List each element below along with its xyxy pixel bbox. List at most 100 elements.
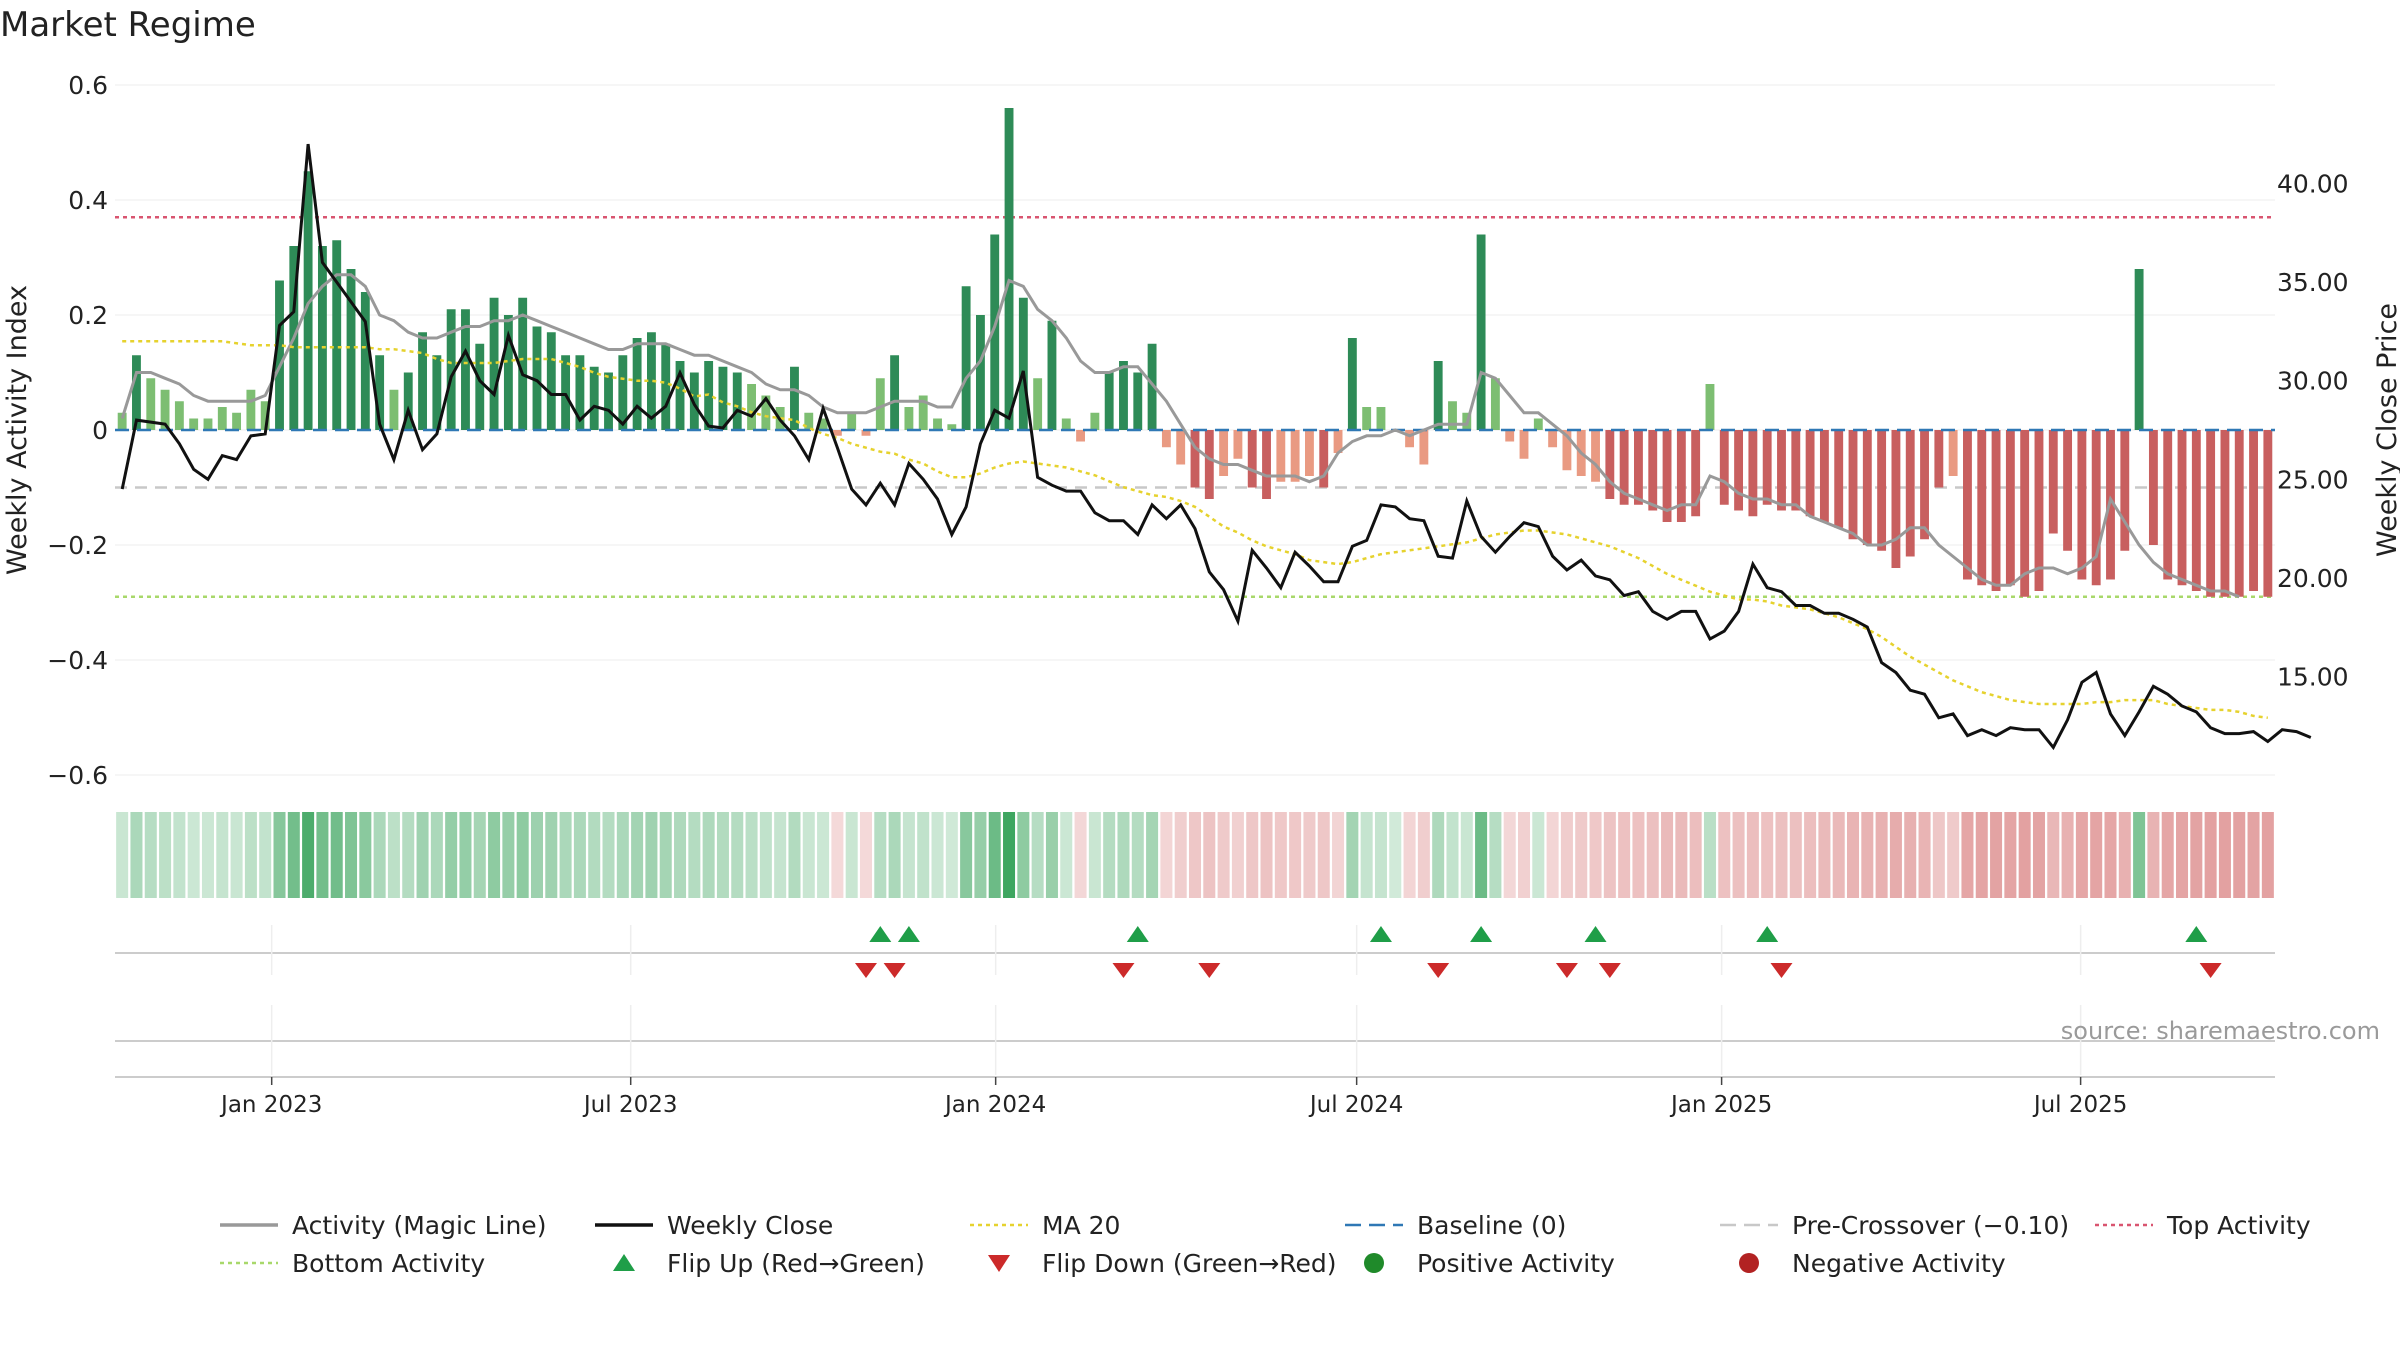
y-tick-label: 0.2 <box>68 301 108 330</box>
legend-item: Flip Up (Red→Green) <box>613 1249 925 1278</box>
legend-label: Negative Activity <box>1792 1249 2006 1278</box>
regime-cell <box>1832 812 1845 898</box>
activity-bar <box>1147 343 1157 430</box>
regime-cell <box>416 812 429 898</box>
x-tick-label: Jan 2024 <box>943 1092 1046 1118</box>
regime-cell <box>1732 812 1745 898</box>
activity-bar <box>1548 430 1558 448</box>
regime-cell <box>516 812 529 898</box>
flip-up-marker <box>1756 926 1779 942</box>
activity-bar <box>1533 418 1543 430</box>
regime-cell <box>1889 812 1902 898</box>
activity-bar <box>2120 430 2130 551</box>
regime-cell <box>2147 812 2160 898</box>
activity-bar <box>933 418 942 430</box>
activity-bar <box>1634 430 1643 505</box>
activity-bar <box>718 366 728 430</box>
regime-cell <box>1503 812 1516 898</box>
ma20-line <box>122 340 2268 720</box>
y-tick-label: 0.4 <box>68 186 108 215</box>
regime-cell <box>588 812 601 898</box>
activity-bar <box>1247 430 1257 488</box>
legend-label: MA 20 <box>1042 1211 1120 1240</box>
regime-cell <box>1460 812 1473 898</box>
regime-cell <box>1675 812 1688 898</box>
activity-bar <box>1505 430 1515 442</box>
activity-bar <box>589 366 599 430</box>
activity-bar <box>861 430 871 436</box>
activity-bar <box>1648 430 1658 511</box>
regime-cell <box>1575 812 1588 898</box>
regime-cell <box>674 812 687 898</box>
bars-layer <box>117 108 2273 597</box>
regime-cell <box>1203 812 1216 898</box>
flip-down-marker <box>1427 963 1450 978</box>
regime-cell <box>859 812 873 898</box>
activity-bar <box>1719 430 1729 505</box>
activity-bar <box>1233 430 1243 459</box>
regime-cell <box>1103 812 1116 898</box>
legend-label: Flip Up (Red→Green) <box>667 1249 925 1278</box>
activity-bar <box>832 430 842 436</box>
regime-cell <box>888 812 901 898</box>
activity-bar <box>461 309 470 430</box>
activity-bar <box>1605 430 1615 499</box>
regime-cell <box>988 812 1001 898</box>
activity-bar <box>1777 430 1786 511</box>
regime-cell <box>759 812 772 898</box>
activity-bar <box>2063 430 2073 551</box>
legend-label: Baseline (0) <box>1417 1211 1566 1240</box>
regime-cell <box>1789 812 1802 898</box>
regime-cell <box>2247 812 2260 898</box>
activity-bar <box>2263 430 2273 597</box>
regime-cell <box>2104 812 2117 898</box>
activity-bar <box>1591 430 1600 482</box>
activity-bar <box>1219 430 1229 476</box>
regime-cell <box>1031 812 1044 898</box>
activity-bar <box>790 366 799 430</box>
regime-cell <box>2090 812 2103 898</box>
activity-bar <box>1948 430 1958 476</box>
regime-cell <box>302 812 315 898</box>
activity-bar <box>132 355 141 430</box>
regime-cell <box>1517 812 1531 898</box>
flip-up-marker <box>1369 926 1392 942</box>
regime-cell <box>1274 812 1287 898</box>
legend-item: MA 20 <box>970 1211 1120 1240</box>
regime-cell <box>1990 812 2003 898</box>
regime-cell <box>2018 812 2031 898</box>
activity-bar <box>2091 430 2101 586</box>
regime-cell <box>402 812 415 898</box>
regime-cell <box>1117 812 1130 898</box>
activity-bar <box>646 332 656 430</box>
regime-cell <box>1188 812 1202 898</box>
regime-cell <box>359 812 372 898</box>
regime-cell <box>2233 812 2246 898</box>
regime-cell <box>573 812 586 898</box>
regime-cell <box>373 812 386 898</box>
regime-cell <box>1761 812 1774 898</box>
regime-cell <box>817 812 830 898</box>
lines-layer <box>115 143 2312 751</box>
activity-bar <box>1076 430 1085 442</box>
regime-cell <box>2204 812 2217 898</box>
activity-bar <box>1090 412 1100 430</box>
activity-bar <box>518 297 528 430</box>
regime-cell <box>1546 812 1559 898</box>
regime-cell <box>659 812 672 898</box>
activity-bar <box>1276 430 1286 482</box>
regime-cell <box>616 812 629 898</box>
activity-bar <box>2234 430 2244 597</box>
regime-cell <box>1403 812 1416 898</box>
regime-cell <box>530 812 543 898</box>
flip-down-marker <box>2199 963 2222 978</box>
regime-cell <box>430 812 443 898</box>
activity-bar <box>2163 430 2173 580</box>
activity-bar <box>1705 384 1715 430</box>
regime-cell <box>1661 812 1674 898</box>
legend-label: Pre-Crossover (−0.10) <box>1792 1211 2069 1240</box>
regime-cell <box>459 812 472 898</box>
regime-cell <box>788 812 801 898</box>
regime-cell <box>2075 812 2088 898</box>
